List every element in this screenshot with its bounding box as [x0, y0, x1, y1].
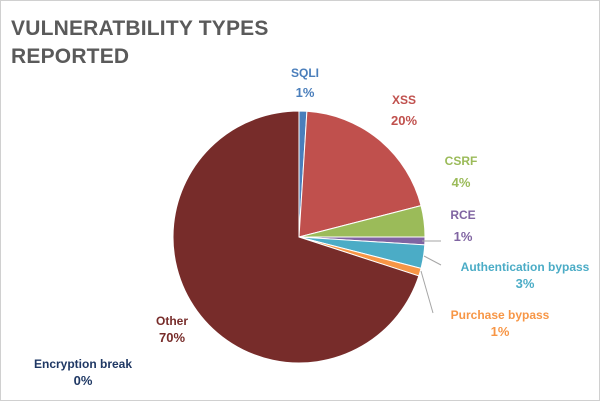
- chart-title: VULNERATBILITY TYPES REPORTED: [11, 17, 269, 68]
- data-value-encryption-break: 0%: [74, 373, 93, 388]
- data-label-sqli: SQLI: [291, 66, 319, 80]
- data-value-other: 70%: [159, 330, 185, 345]
- data-label-xss: XSS: [392, 93, 416, 107]
- pie-slice-xss: [298, 110, 422, 238]
- data-label-purchase-bypass: Purchase bypass: [451, 308, 550, 322]
- data-value-sqli: 1%: [296, 85, 315, 100]
- data-value-csrf: 4%: [452, 175, 471, 190]
- data-label-rce: RCE: [450, 208, 475, 222]
- pie-slice-other: [172, 110, 420, 364]
- data-value-rce: 1%: [454, 229, 473, 244]
- data-value-purchase-bypass: 1%: [491, 324, 510, 339]
- data-value-xss: 20%: [391, 113, 417, 128]
- data-label-encryption-break: Encryption break: [34, 357, 132, 371]
- data-label-other: Other: [156, 314, 188, 328]
- data-value-authentication-bypass: 3%: [516, 276, 535, 291]
- data-label-csrf: CSRF: [445, 154, 478, 168]
- data-label-authentication-bypass: Authentication bypass: [461, 260, 590, 274]
- leader-line-authentication-bypass: [423, 255, 442, 266]
- leader-line-purchase-bypass: [420, 270, 434, 314]
